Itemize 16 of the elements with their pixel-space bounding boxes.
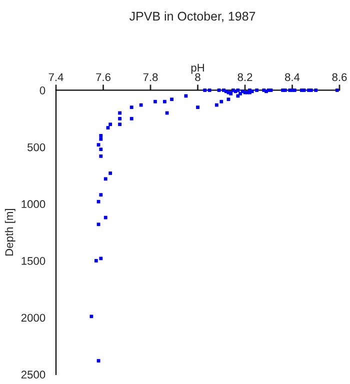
x-tick-label: 7.8 xyxy=(143,73,158,82)
x-tick-label: 8.4 xyxy=(285,73,300,82)
x-axis-title: pH xyxy=(191,64,204,74)
chart-title: JPVB in October, 1987 xyxy=(129,11,256,22)
x-tick-label: 7.6 xyxy=(96,73,110,82)
y-tick-label: 0 xyxy=(40,86,46,94)
x-tick-label: 7.4 xyxy=(48,73,64,81)
y-axis-title: Depth [m] xyxy=(4,209,16,256)
x-tick-label: 8.2 xyxy=(238,73,252,82)
x-tick-label: 8.6 xyxy=(332,73,347,82)
y-tick-label: 1000 xyxy=(22,200,46,208)
y-tick-label: 2000 xyxy=(21,314,46,322)
y-tick-label: 500 xyxy=(27,143,46,152)
x-tick-label: 8 xyxy=(195,73,200,82)
y-tick-label: 1500 xyxy=(22,257,46,265)
y-tick-label: 2500 xyxy=(21,370,46,379)
